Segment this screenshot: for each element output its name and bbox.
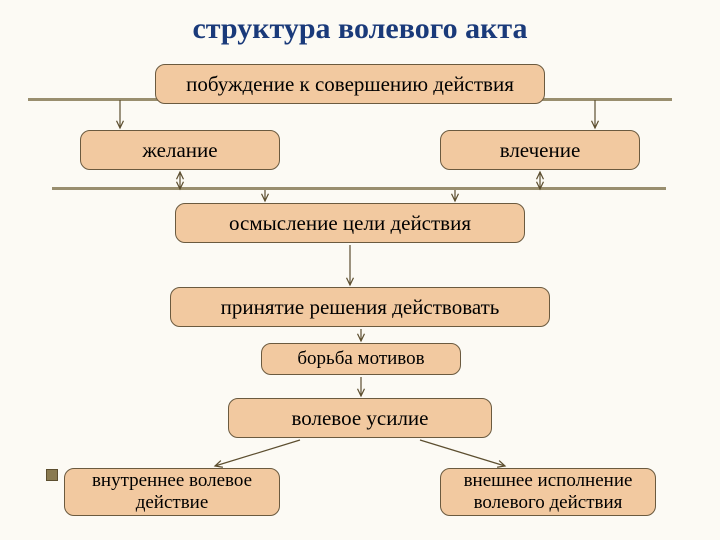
node-label: волевое усилие bbox=[292, 406, 429, 431]
node-internal: внутреннее волевое действие bbox=[64, 468, 280, 516]
node-decision: принятие решения действовать bbox=[170, 287, 550, 327]
node-label: принятие решения действовать bbox=[221, 295, 500, 320]
node-label: осмысление цели действия bbox=[229, 211, 471, 236]
node-motives: борьба мотивов bbox=[261, 343, 461, 375]
node-label: желание bbox=[142, 138, 217, 163]
node-impulse: побуждение к совершению действия bbox=[155, 64, 545, 104]
node-label: внешнее исполнение волевого действия bbox=[449, 470, 647, 514]
node-desire: желание bbox=[80, 130, 280, 170]
divider-line bbox=[542, 98, 672, 101]
node-label: внутреннее волевое действие bbox=[73, 470, 271, 514]
node-label: влечение bbox=[500, 138, 581, 163]
node-goal: осмысление цели действия bbox=[175, 203, 525, 243]
node-volition: волевое усилие bbox=[228, 398, 492, 438]
node-label: борьба мотивов bbox=[297, 348, 424, 370]
node-attraction: влечение bbox=[440, 130, 640, 170]
node-external: внешнее исполнение волевого действия bbox=[440, 468, 656, 516]
page-title: структура волевого акта bbox=[0, 12, 720, 46]
divider-line bbox=[28, 98, 158, 101]
bullet-marker bbox=[46, 469, 58, 481]
node-label: побуждение к совершению действия bbox=[186, 72, 514, 97]
divider-line bbox=[52, 187, 666, 190]
